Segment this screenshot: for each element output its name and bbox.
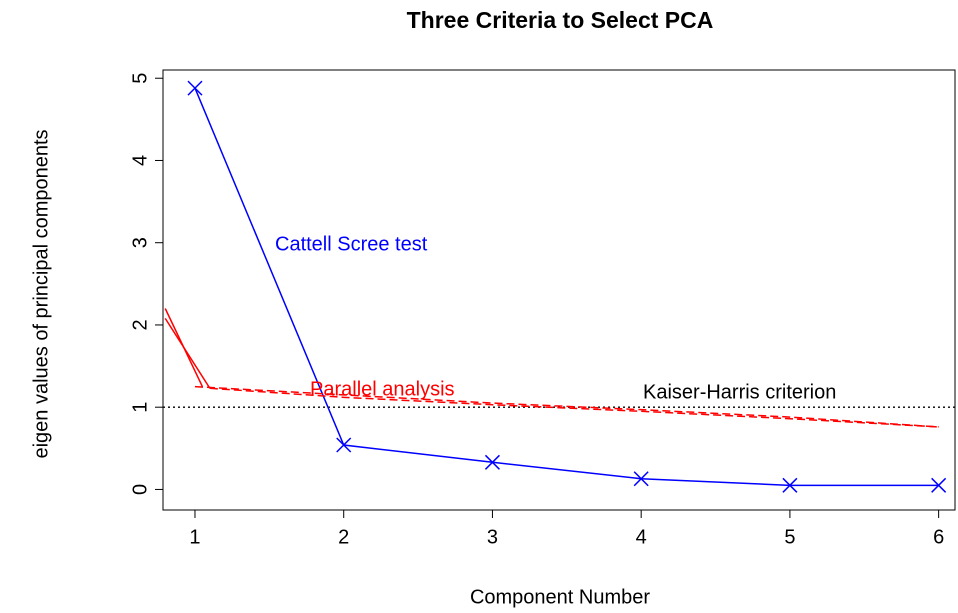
point-marker <box>187 80 203 96</box>
chart-title: Three Criteria to Select PCA <box>407 7 714 33</box>
annotation: Cattell Scree test <box>275 233 428 255</box>
y-axis-label: eigen values of principal components <box>30 129 52 458</box>
annotation: Kaiser-Harris criterion <box>643 381 836 403</box>
plot-frame <box>162 69 956 511</box>
x-tick-label: 4 <box>636 526 647 548</box>
series-line <box>194 385 939 428</box>
point-marker <box>931 477 947 493</box>
y-tick-label: 3 <box>129 237 151 248</box>
x-tick-label: 2 <box>338 526 349 548</box>
point-marker <box>633 471 649 487</box>
point-marker <box>782 477 798 493</box>
series-line <box>194 87 939 487</box>
series-line <box>164 317 211 389</box>
annotation: Parallel analysis <box>310 378 455 400</box>
x-tick-label: 3 <box>487 526 498 548</box>
x-tick-label: 6 <box>933 526 944 548</box>
x-tick-label: 1 <box>189 526 200 548</box>
y-tick-label: 4 <box>129 155 151 166</box>
y-tick-label: 0 <box>129 484 151 495</box>
point-marker <box>336 437 352 453</box>
x-tick-label: 5 <box>784 526 795 548</box>
y-tick-label: 1 <box>129 402 151 413</box>
y-tick-label: 2 <box>129 319 151 330</box>
y-tick-label: 5 <box>129 73 151 84</box>
x-axis-label: Component Number <box>470 586 650 608</box>
point-marker <box>484 454 500 470</box>
series-line <box>209 387 939 428</box>
